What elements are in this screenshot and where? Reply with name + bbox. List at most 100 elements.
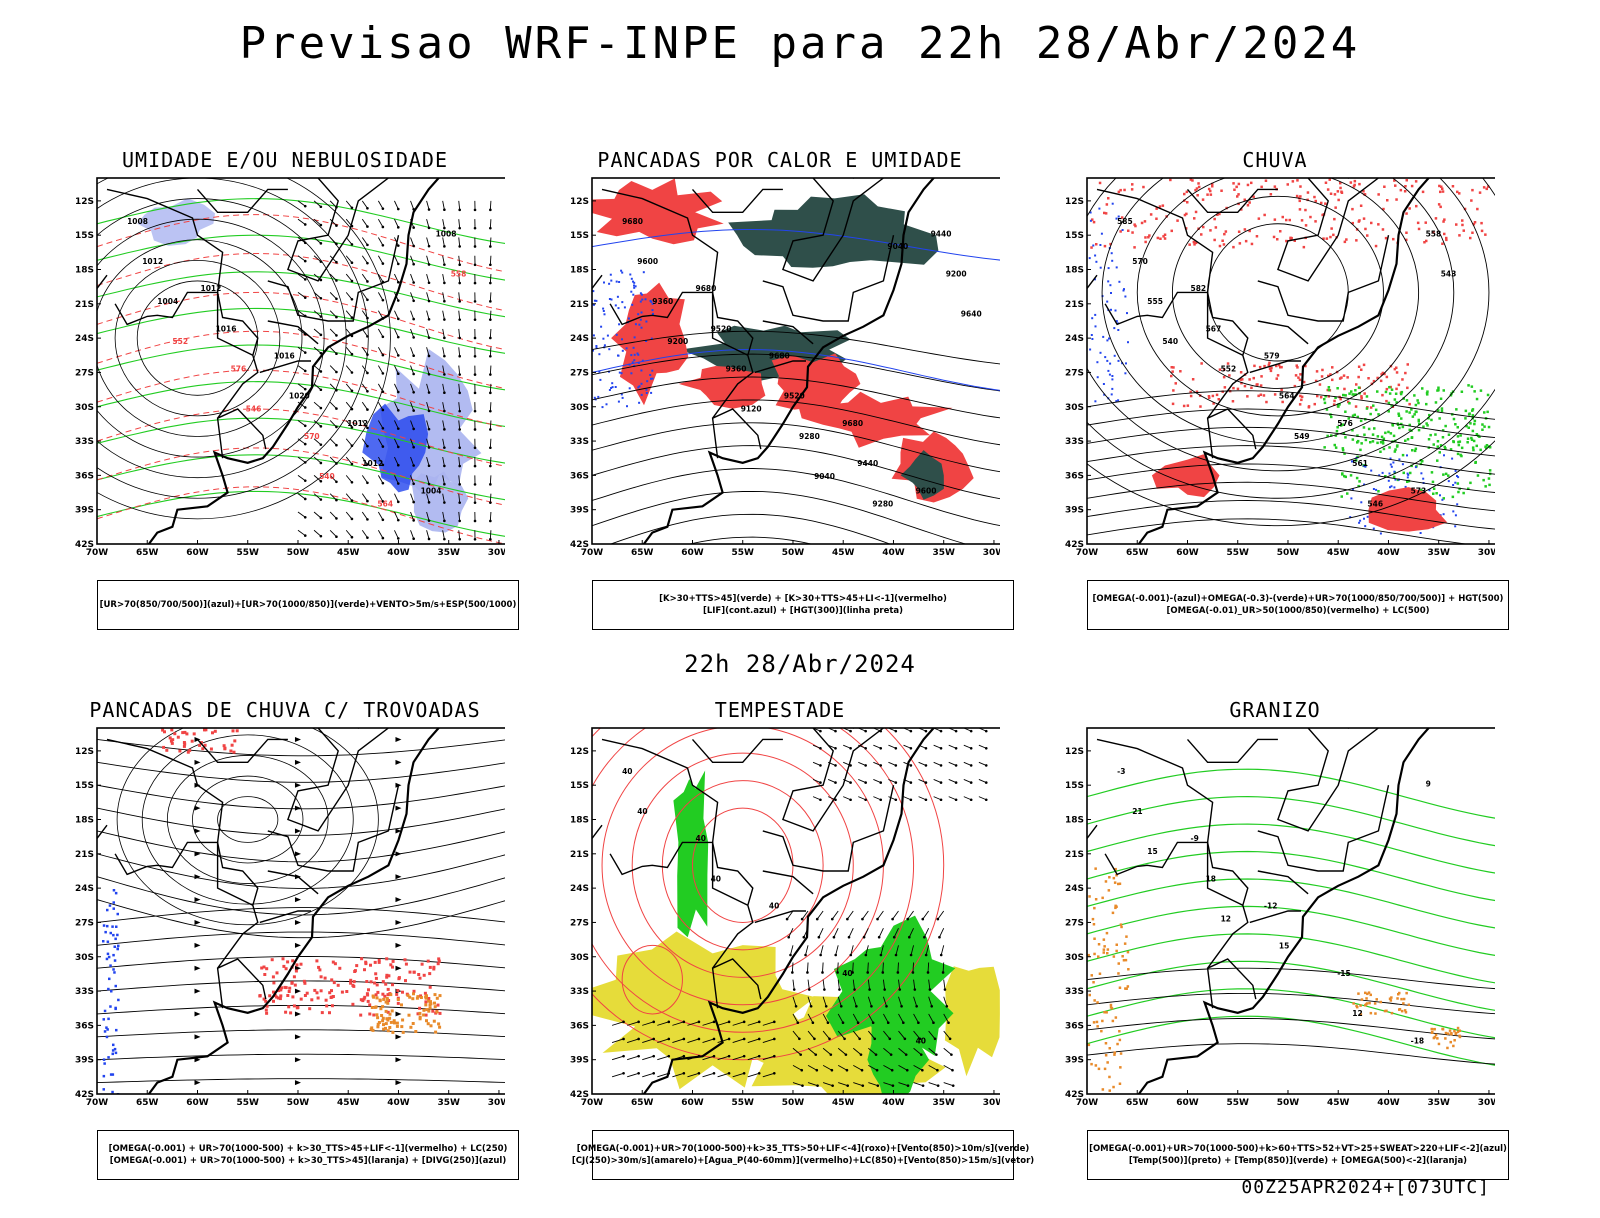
lat-tick-label: 15S xyxy=(1065,231,1084,241)
panel-title: UMIDADE E/OU NEBULOSIDADE xyxy=(65,148,505,172)
lon-tick-label: 45W xyxy=(337,548,360,558)
contour-label: 549 xyxy=(1294,432,1310,441)
lon-tick-label: 50W xyxy=(1277,1098,1300,1108)
lat-tick-label: 18S xyxy=(570,816,589,826)
lat-tick-label: 27S xyxy=(1065,368,1084,378)
lat-tick-label: 21S xyxy=(570,850,589,860)
contour-label: 1016 xyxy=(274,352,295,361)
contour-label: 552 xyxy=(1221,364,1237,373)
contour-label: 40 xyxy=(637,807,647,816)
lat-tick-label: 39S xyxy=(1065,1056,1084,1066)
panel-title: GRANIZO xyxy=(1055,698,1495,722)
contour-label: 9440 xyxy=(931,229,952,238)
contour-label: 9360 xyxy=(726,364,747,373)
legend-line: [LIF](cont.azul) + [HGT(300)](linha pret… xyxy=(703,605,903,617)
lon-tick-label: 70W xyxy=(86,548,109,558)
contour-label: 558 xyxy=(1426,229,1442,238)
contour-label: 555 xyxy=(1147,297,1163,306)
contour-label: 570 xyxy=(304,432,320,441)
legend-line: [CJ(250)>30m/s](amarelo)+[Agua_P(40-60mm… xyxy=(572,1155,1034,1167)
lat-tick-label: 36S xyxy=(1065,1021,1084,1031)
lat-tick-label: 33S xyxy=(1065,987,1084,997)
lat-tick-label: 12S xyxy=(1065,747,1084,757)
lon-tick-label: 45W xyxy=(1327,548,1350,558)
lat-tick-label: 39S xyxy=(570,506,589,516)
legend-line: [Temp(500)](preto) + [Temp(850)](verde) … xyxy=(1129,1155,1467,1167)
lat-tick-label: 24S xyxy=(570,884,589,894)
lon-tick-label: 55W xyxy=(237,1098,260,1108)
lon-tick-label: 30W xyxy=(983,548,1000,558)
lon-tick-label: 60W xyxy=(1176,1098,1199,1108)
lat-tick-label: 36S xyxy=(570,471,589,481)
lat-tick-label: 33S xyxy=(1065,437,1084,447)
lon-tick-label: 50W xyxy=(782,548,805,558)
contour-label: 564 xyxy=(1279,392,1295,401)
contour-label: 1008 xyxy=(436,229,457,238)
lon-tick-label: 45W xyxy=(337,1098,360,1108)
lon-tick-label: 35W xyxy=(1427,1098,1450,1108)
map-granizo: -3-9-12-15-18211815129151212S15S18S21S24… xyxy=(1055,724,1495,1134)
lat-tick-label: 27S xyxy=(570,918,589,928)
lon-tick-label: 45W xyxy=(832,1098,855,1108)
lon-tick-label: 30W xyxy=(1478,548,1495,558)
contour-label: 1016 xyxy=(216,324,237,333)
contour-label: 9040 xyxy=(887,242,908,251)
lat-tick-label: 30S xyxy=(570,403,589,413)
contour-label: 40 xyxy=(769,902,779,911)
lat-tick-label: 27S xyxy=(570,368,589,378)
map-tempestade: 4040404040404012S15S18S21S24S27S30S33S36… xyxy=(560,724,1000,1134)
lat-tick-label: 30S xyxy=(570,953,589,963)
lon-tick-label: 60W xyxy=(681,1098,704,1108)
legend-line: [K>30+TTS>45](verde) + [K>30+TTS>45+LI<-… xyxy=(659,593,947,605)
contour-label: 576 xyxy=(231,364,247,373)
lon-tick-label: 50W xyxy=(287,1098,310,1108)
lat-tick-label: 18S xyxy=(75,816,94,826)
lat-tick-label: 18S xyxy=(1065,816,1084,826)
contour-label: 1012 xyxy=(201,284,222,293)
lat-tick-label: 30S xyxy=(75,403,94,413)
legend-box: [UR>70(850/700/500)](azul)+[UR>70(1000/8… xyxy=(97,580,519,630)
lon-tick-label: 40W xyxy=(387,1098,410,1108)
lon-tick-label: 65W xyxy=(136,1098,159,1108)
lon-tick-label: 40W xyxy=(882,548,905,558)
lat-tick-label: 24S xyxy=(75,884,94,894)
contour-label: 1012 xyxy=(142,257,163,266)
lat-tick-label: 21S xyxy=(1065,300,1084,310)
contour-label: 579 xyxy=(1264,352,1280,361)
contour-label: 18 xyxy=(1206,874,1216,883)
contour-label: 1004 xyxy=(157,297,178,306)
contour-label: 40 xyxy=(696,834,706,843)
lon-tick-label: 30W xyxy=(488,548,505,558)
lat-tick-label: 39S xyxy=(1065,506,1084,516)
lon-tick-label: 35W xyxy=(437,1098,460,1108)
lon-tick-label: 35W xyxy=(1427,548,1450,558)
lon-tick-label: 65W xyxy=(631,548,654,558)
lon-tick-label: 65W xyxy=(136,548,159,558)
lon-tick-label: 40W xyxy=(1377,548,1400,558)
panel-title: PANCADAS POR CALOR E UMIDADE xyxy=(560,148,1000,172)
contour-label: 585 xyxy=(1117,217,1133,226)
lon-tick-label: 40W xyxy=(387,548,410,558)
contour-label: 540 xyxy=(319,472,335,481)
lat-tick-label: 12S xyxy=(570,197,589,207)
lat-tick-label: 24S xyxy=(75,334,94,344)
lat-tick-label: 15S xyxy=(75,231,94,241)
contour-label: -15 xyxy=(1337,969,1351,978)
contour-label: -12 xyxy=(1264,902,1278,911)
lat-tick-label: 30S xyxy=(1065,403,1084,413)
map-chuva: 5855825795765735705675645615585555525495… xyxy=(1055,174,1495,584)
contour-label: 40 xyxy=(842,969,852,978)
contour-label: 546 xyxy=(1367,499,1383,508)
lon-tick-label: 40W xyxy=(1377,1098,1400,1108)
contour-label: 552 xyxy=(172,337,188,346)
panel-umidade: UMIDADE E/OU NEBULOSIDADE 1008 1012 1016 10… xyxy=(65,148,505,668)
lat-tick-label: 39S xyxy=(570,1056,589,1066)
contour-label: 9640 xyxy=(961,309,982,318)
contour-label: 9680 xyxy=(769,352,790,361)
contour-label: 9600 xyxy=(637,257,658,266)
contour-label: 561 xyxy=(1352,459,1368,468)
lat-tick-label: 27S xyxy=(1065,918,1084,928)
lat-tick-label: 33S xyxy=(570,437,589,447)
